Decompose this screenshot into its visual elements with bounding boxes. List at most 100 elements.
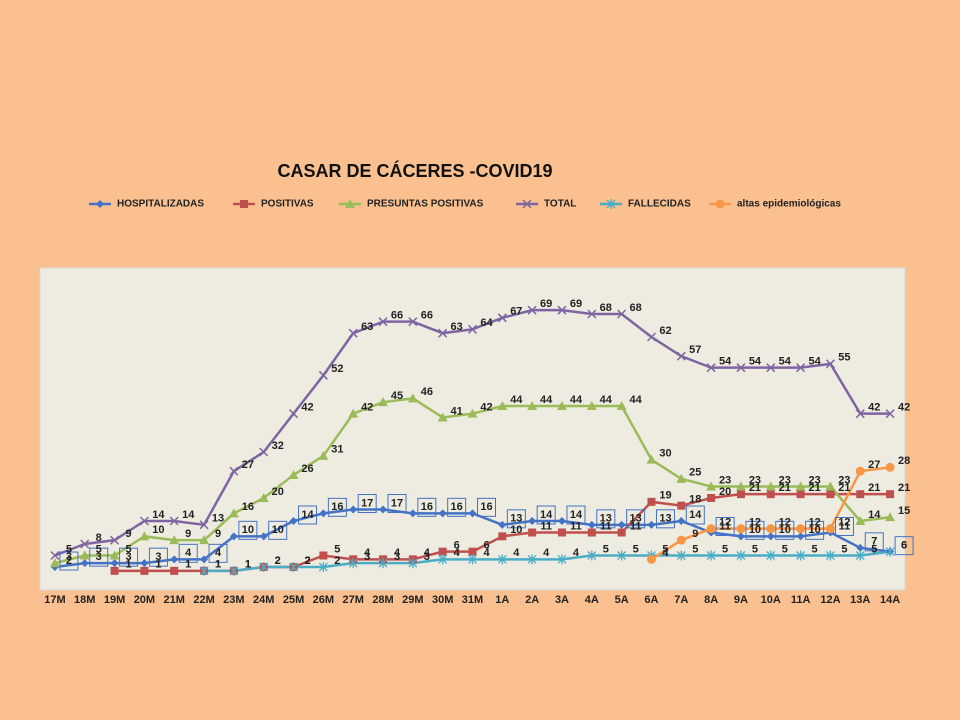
- marker: [646, 554, 656, 564]
- data-label: 1: [215, 559, 221, 571]
- data-label-box: [387, 494, 407, 513]
- data-label: 10: [510, 524, 522, 536]
- marker: [407, 393, 418, 403]
- marker: [468, 509, 477, 518]
- data-label: 23: [749, 474, 761, 486]
- marker: [80, 559, 89, 568]
- data-label: 5: [722, 543, 728, 555]
- data-label: 5: [603, 543, 609, 555]
- marker: [318, 562, 328, 572]
- marker: [110, 559, 119, 568]
- data-label: 10: [749, 524, 761, 536]
- marker: [527, 401, 538, 410]
- marker: [557, 528, 566, 537]
- data-label: 7: [871, 536, 877, 548]
- legend-marker: [522, 199, 532, 209]
- x-tick-label: 8A: [704, 594, 718, 606]
- marker: [528, 528, 537, 537]
- marker: [706, 550, 716, 561]
- marker: [617, 528, 626, 537]
- data-label: 45: [391, 390, 403, 402]
- data-label: 2: [275, 555, 281, 567]
- marker: [795, 481, 806, 491]
- data-label: 16: [331, 501, 343, 513]
- data-label: 69: [570, 298, 582, 310]
- marker: [140, 566, 149, 575]
- marker: [676, 550, 686, 561]
- data-label: 23: [779, 474, 791, 486]
- marker: [617, 309, 627, 319]
- marker: [736, 524, 746, 534]
- data-label: 42: [480, 402, 492, 414]
- data-label: 52: [331, 363, 343, 375]
- data-label: 14: [868, 509, 881, 521]
- data-label: 14: [152, 509, 165, 521]
- data-label-box: [119, 547, 139, 567]
- marker: [706, 481, 717, 491]
- data-label: 11: [839, 520, 851, 532]
- marker: [438, 509, 447, 518]
- marker: [856, 490, 865, 499]
- legend-label: TOTAL: [544, 199, 576, 210]
- marker: [378, 317, 388, 327]
- data-label: 11: [540, 520, 552, 532]
- data-label: 5: [662, 543, 668, 555]
- marker: [677, 501, 686, 510]
- legend-label: PRESUNTAS POSITIVAS: [367, 199, 484, 210]
- data-label-box: [357, 494, 377, 513]
- x-tick-label: 24M: [253, 594, 274, 606]
- data-label: 16: [242, 501, 254, 513]
- legend-marker: [240, 200, 248, 208]
- marker: [378, 558, 388, 569]
- data-label: 9: [692, 528, 698, 540]
- data-label: 1: [245, 559, 251, 571]
- data-label: 46: [421, 386, 433, 398]
- marker: [766, 363, 776, 373]
- marker: [289, 517, 298, 525]
- marker: [199, 520, 209, 530]
- data-label: 31: [331, 444, 343, 456]
- legend-marker: [345, 199, 355, 208]
- data-label: 3: [66, 551, 72, 563]
- data-label: 4: [513, 547, 520, 559]
- data-label: 5: [841, 543, 847, 555]
- marker: [706, 524, 716, 534]
- data-label-box: [536, 505, 556, 525]
- marker: [468, 554, 477, 565]
- data-label: 12: [779, 517, 791, 529]
- data-label: 21: [898, 482, 910, 494]
- marker: [736, 490, 745, 499]
- data-label: 14: [689, 509, 702, 521]
- data-label: 54: [808, 356, 821, 368]
- marker: [586, 401, 597, 410]
- x-tick-label: 23M: [223, 594, 244, 606]
- marker: [736, 532, 745, 541]
- marker: [169, 516, 179, 526]
- marker: [348, 408, 359, 418]
- data-label: 11: [570, 520, 582, 532]
- marker: [318, 450, 329, 460]
- marker: [170, 566, 179, 575]
- marker: [856, 543, 865, 552]
- marker: [110, 566, 119, 575]
- marker: [259, 532, 268, 541]
- data-label: 26: [301, 463, 313, 475]
- marker: [825, 550, 835, 561]
- data-label-box: [805, 520, 825, 540]
- data-label: 4: [424, 547, 431, 559]
- marker: [886, 490, 895, 499]
- data-label: 16: [451, 501, 463, 513]
- marker: [50, 550, 60, 561]
- data-label: 3: [394, 551, 400, 563]
- marker: [497, 554, 507, 565]
- marker: [259, 447, 269, 457]
- data-label: 57: [689, 344, 701, 356]
- x-tick-label: 30M: [432, 594, 453, 606]
- data-label: 13: [600, 513, 612, 525]
- marker: [587, 550, 597, 561]
- marker: [199, 535, 210, 545]
- data-label: 13: [659, 513, 671, 525]
- data-label: 4: [215, 547, 222, 559]
- x-tick-label: 22M: [193, 594, 214, 606]
- data-label-box: [327, 497, 347, 517]
